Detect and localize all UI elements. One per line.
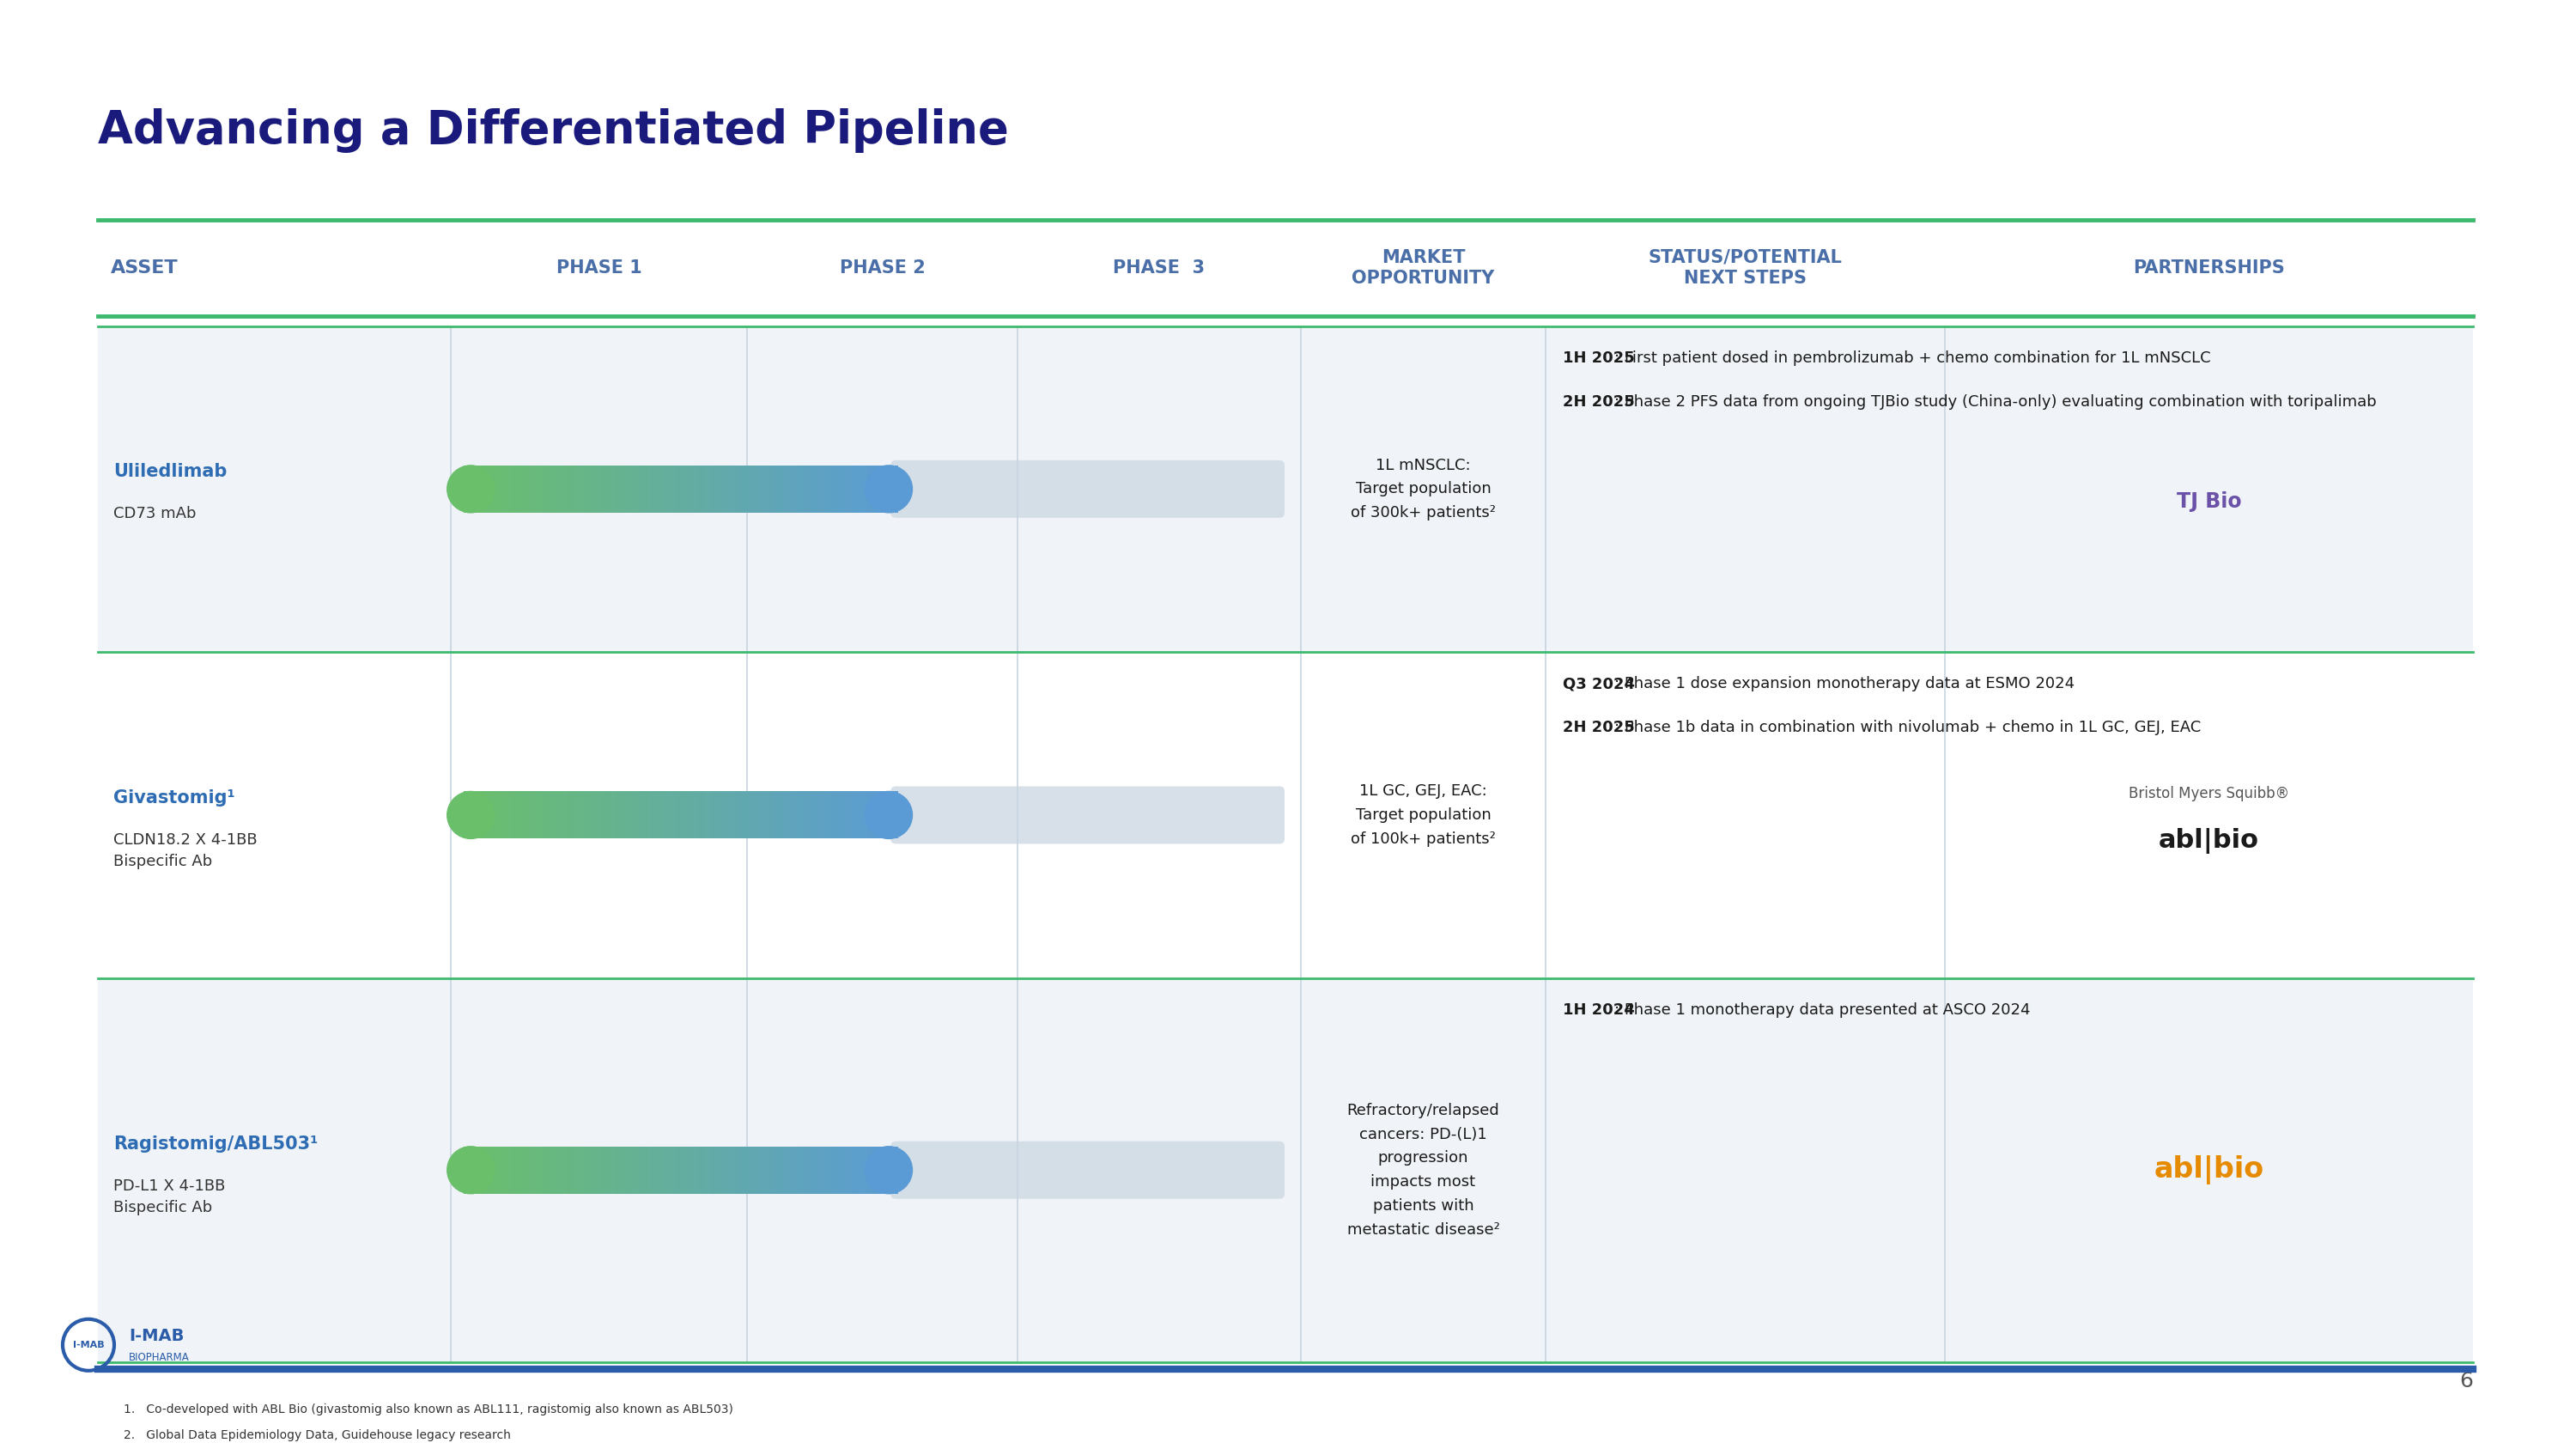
Text: : Phase 1 monotherapy data presented at ASCO 2024: : Phase 1 monotherapy data presented at … [1613, 1003, 2030, 1017]
Text: : Phase 2 PFS data from ongoing TJBio study (China-only) evaluating combination : : Phase 2 PFS data from ongoing TJBio st… [1613, 394, 2375, 410]
Text: Uliledlimab: Uliledlimab [113, 464, 227, 481]
Bar [98, 978, 2473, 1362]
Text: Refractory/relapsed
cancers: PD-(L)1
progression
impacts most
patients with
meta: Refractory/relapsed cancers: PD-(L)1 pro… [1347, 1103, 1499, 1237]
Bar [98, 652, 2473, 978]
Circle shape [866, 465, 912, 513]
Text: : Phase 1b data in combination with nivolumab + chemo in 1L GC, GEJ, EAC: : Phase 1b data in combination with nivo… [1613, 720, 2200, 736]
Circle shape [448, 1146, 495, 1194]
Text: 1H 2024: 1H 2024 [1564, 1003, 1636, 1017]
Text: Givastomig¹: Givastomig¹ [113, 790, 234, 807]
Text: CLDN18.2 X 4-1BB
Bispecific Ab: CLDN18.2 X 4-1BB Bispecific Ab [113, 832, 258, 869]
FancyBboxPatch shape [891, 461, 1285, 517]
Text: 2H 2025: 2H 2025 [1564, 720, 1636, 736]
Text: PARTNERSHIPS: PARTNERSHIPS [2133, 259, 2285, 277]
Bar [98, 326, 2473, 652]
Circle shape [448, 465, 495, 513]
Text: 1.   Co-developed with ABL Bio (givastomig also known as ABL111, ragistomig also: 1. Co-developed with ABL Bio (givastomig… [124, 1403, 734, 1416]
Text: Bristol Myers Squibb®: Bristol Myers Squibb® [2128, 785, 2290, 801]
Text: STATUS/POTENTIAL
NEXT STEPS: STATUS/POTENTIAL NEXT STEPS [1649, 249, 1842, 287]
Text: PHASE  3: PHASE 3 [1113, 259, 1206, 277]
Text: 2.   Global Data Epidemiology Data, Guidehouse legacy research: 2. Global Data Epidemiology Data, Guideh… [124, 1429, 510, 1442]
Circle shape [866, 791, 912, 839]
Text: 1L GC, GEJ, EAC:
Target population
of 100k+ patients²: 1L GC, GEJ, EAC: Target population of 10… [1350, 784, 1497, 846]
Text: I-MAB: I-MAB [72, 1340, 103, 1349]
FancyBboxPatch shape [891, 787, 1285, 843]
Text: MARKET
OPPORTUNITY: MARKET OPPORTUNITY [1352, 249, 1494, 287]
Text: Ragistomig/ABL503¹: Ragistomig/ABL503¹ [113, 1136, 317, 1153]
Text: TJ Bio: TJ Bio [2177, 491, 2241, 513]
FancyBboxPatch shape [891, 1142, 1285, 1198]
Text: 1L mNSCLC:
Target population
of 300k+ patients²: 1L mNSCLC: Target population of 300k+ pa… [1350, 458, 1497, 520]
Circle shape [866, 1146, 912, 1194]
Text: I-MAB: I-MAB [129, 1329, 183, 1345]
Text: BIOPHARMA: BIOPHARMA [129, 1352, 191, 1364]
Text: Advancing a Differentiated Pipeline: Advancing a Differentiated Pipeline [98, 109, 1010, 152]
Text: 1H 2025: 1H 2025 [1564, 351, 1636, 365]
Text: 6: 6 [2460, 1371, 2473, 1391]
Text: : Phase 1 dose expansion monotherapy data at ESMO 2024: : Phase 1 dose expansion monotherapy dat… [1613, 677, 2074, 691]
Text: abl|bio: abl|bio [2159, 827, 2259, 853]
Text: abl|bio: abl|bio [2154, 1155, 2264, 1185]
Text: PD-L1 X 4-1BB
Bispecific Ab: PD-L1 X 4-1BB Bispecific Ab [113, 1178, 224, 1216]
Circle shape [448, 791, 495, 839]
Text: : First patient dosed in pembrolizumab + chemo combination for 1L mNSCLC: : First patient dosed in pembrolizumab +… [1613, 351, 2210, 365]
Text: ASSET: ASSET [111, 259, 178, 277]
Text: 2H 2025: 2H 2025 [1564, 394, 1636, 410]
Text: PHASE 1: PHASE 1 [556, 259, 641, 277]
Text: CD73 mAb: CD73 mAb [113, 506, 196, 522]
Text: Q3 2024: Q3 2024 [1564, 677, 1636, 691]
Text: PHASE 2: PHASE 2 [840, 259, 925, 277]
